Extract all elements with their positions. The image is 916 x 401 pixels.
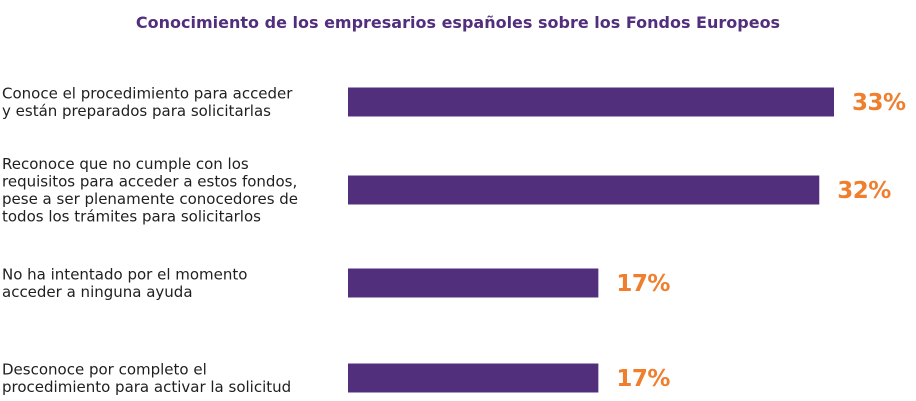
category-label-line: procedimiento para activar la solicitud	[2, 378, 291, 396]
category-label-line: Desconoce por completo el	[2, 360, 207, 378]
category-label-line: No ha intentado por el momento	[2, 265, 247, 283]
category-label-line: todos los trámites para solicitarlos	[2, 207, 261, 225]
category-label-3: No ha intentado por el momento acceder a …	[2, 265, 247, 301]
bar-1	[348, 87, 834, 117]
category-label-line: requisitos para acceder a estos fondos,	[2, 172, 297, 190]
category-label-1: Conoce el procedimiento para acceder y es…	[2, 84, 293, 120]
value-label-2: 32%	[837, 178, 891, 204]
bar-2	[348, 175, 820, 205]
bar-4	[348, 363, 599, 393]
bar-3	[348, 268, 599, 298]
category-label-line: y están preparados para solicitarlas	[2, 102, 271, 120]
category-label-line: pese a ser plenamente conocedores de	[2, 190, 298, 208]
category-label-4: Desconoce por completo el procedimiento p…	[2, 360, 291, 396]
category-label-2: Reconoce que no cumple con los requisitos…	[2, 155, 298, 226]
value-label-1: 33%	[852, 90, 906, 116]
value-label-4: 17%	[616, 366, 670, 392]
chart-title: Conocimiento de los empresarios españole…	[136, 13, 780, 32]
chart-rows: 33% Conoce el procedimiento para acceder y…	[2, 84, 907, 396]
value-label-3: 17%	[616, 271, 670, 297]
category-label-line: acceder a ninguna ayuda	[2, 283, 193, 301]
category-label-line: Conoce el procedimiento para acceder	[2, 84, 293, 102]
category-label-line: Reconoce que no cumple con los	[2, 155, 249, 173]
